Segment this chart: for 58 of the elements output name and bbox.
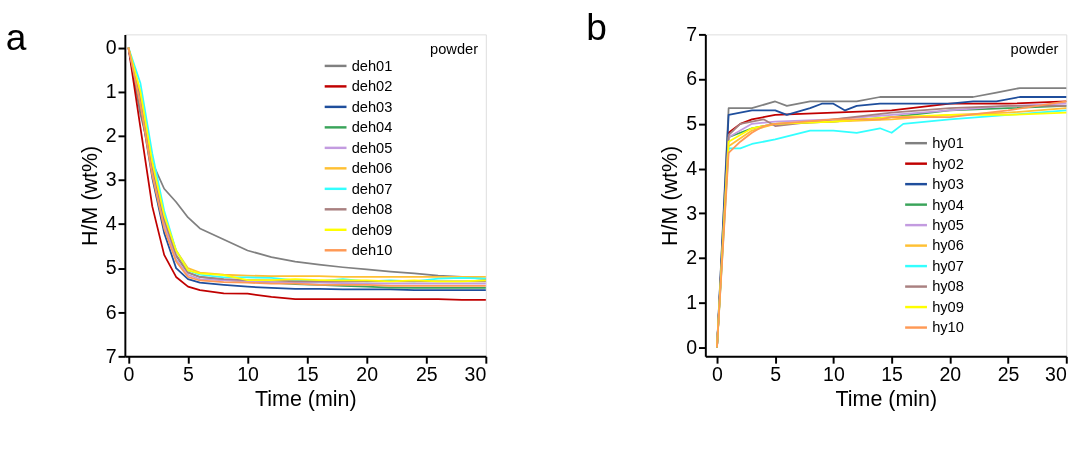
- annotation: powder: [430, 40, 479, 57]
- y-tick-label: 5: [686, 112, 698, 135]
- legend-label: deh05: [351, 139, 393, 156]
- legend-label: hy07: [932, 257, 964, 274]
- x-tick-label: 15: [881, 363, 904, 386]
- y-tick-label: 4: [686, 156, 698, 179]
- y-tick-label: 2: [686, 246, 698, 269]
- y-tick-label: 6: [105, 300, 117, 323]
- x-tick-label: 25: [415, 363, 438, 386]
- x-tick-label: 30: [1045, 363, 1067, 386]
- legend-label: deh07: [351, 180, 393, 197]
- x-tick-label: 20: [939, 363, 962, 386]
- legend-label: deh04: [351, 119, 393, 136]
- y-tick-label: 0: [686, 335, 698, 358]
- legend-label: deh09: [351, 221, 393, 238]
- x-tick-label: 0: [123, 363, 135, 386]
- legend-label: hy09: [932, 298, 964, 315]
- x-tick-label: 10: [823, 363, 845, 386]
- legend-label: hy03: [932, 176, 964, 193]
- y-tick-label: 5: [105, 256, 117, 279]
- y-tick-label: 7: [105, 344, 117, 367]
- x-tick-label: 30: [464, 363, 487, 386]
- annotation: powder: [1010, 40, 1059, 57]
- legend-label: deh08: [351, 201, 393, 218]
- x-tick-label: 0: [712, 363, 724, 386]
- x-tick-label: 15: [296, 363, 319, 386]
- legend-label: deh02: [351, 78, 393, 95]
- legend-label: hy01: [932, 135, 964, 152]
- y-tick-label: 3: [105, 168, 117, 191]
- legend-label: deh01: [351, 57, 393, 74]
- legend-label: hy02: [932, 155, 964, 172]
- legend-label: hy08: [932, 278, 964, 295]
- x-tick-label: 25: [997, 363, 1020, 386]
- y-tick-label: 1: [686, 291, 698, 314]
- y-tick-label: 1: [105, 80, 117, 103]
- legend-label: hy04: [932, 196, 964, 213]
- y-tick-label: 7: [686, 22, 698, 45]
- y-tick-label: 3: [686, 201, 698, 224]
- chart-title: a: [5, 16, 27, 59]
- x-tick-label: 5: [183, 363, 195, 386]
- legend-label: deh10: [351, 242, 393, 259]
- x-axis-title: Time (min): [254, 386, 357, 411]
- legend-label: deh06: [351, 160, 393, 177]
- x-tick-label: 20: [356, 363, 379, 386]
- x-axis-title: Time (min): [835, 386, 938, 411]
- x-tick-label: 10: [237, 363, 260, 386]
- y-tick-label: 4: [105, 212, 117, 235]
- y-tick-label: 2: [105, 124, 117, 147]
- y-axis-title: H/M (wt%): [77, 145, 102, 246]
- y-axis-title: H/M (wt%): [658, 145, 683, 246]
- legend-label: hy06: [932, 237, 964, 254]
- y-tick-label: 6: [686, 67, 698, 90]
- x-tick-label: 5: [770, 363, 782, 386]
- legend-label: deh03: [351, 98, 393, 115]
- chart-title: b: [586, 6, 607, 49]
- y-tick-label: 0: [105, 35, 117, 58]
- legend-label: hy05: [932, 217, 964, 233]
- legend-label: hy10: [932, 319, 964, 336]
